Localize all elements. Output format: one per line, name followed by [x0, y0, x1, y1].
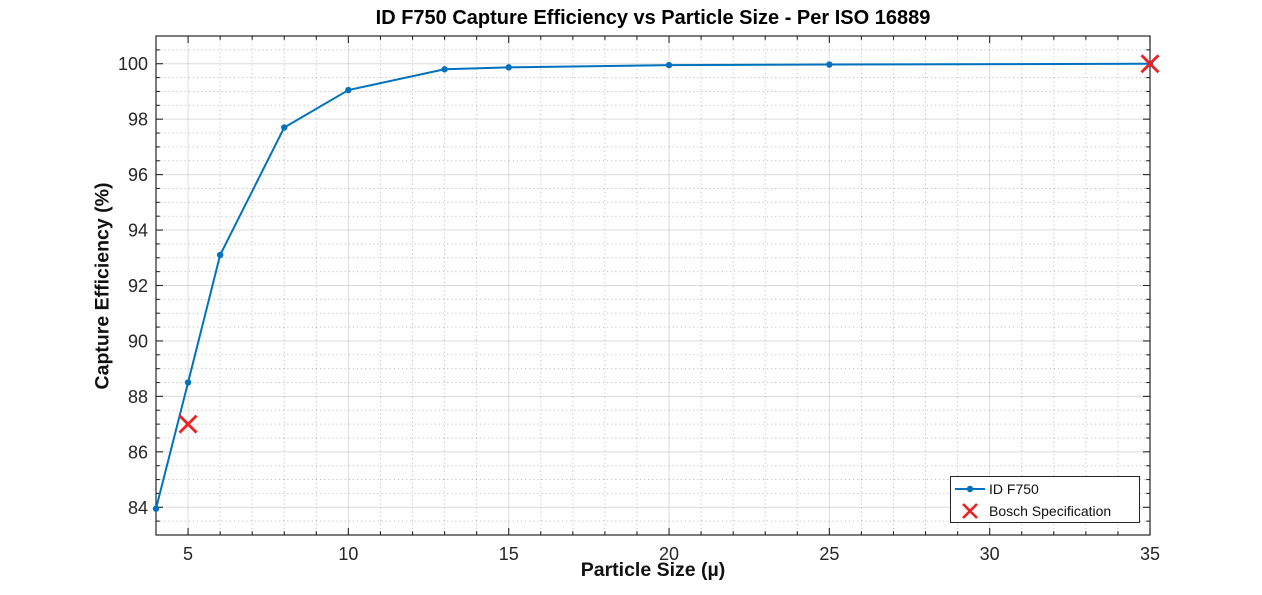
legend-item-id-f750: ID F750: [954, 478, 1139, 499]
x-tick-labels: 5 10 15 20 25 30 35: [183, 544, 1160, 564]
y-axis-label: Capture Efficiency (%): [91, 182, 114, 390]
svg-text:5: 5: [183, 544, 193, 564]
data-point-marker: [184, 379, 192, 386]
svg-text:92: 92: [128, 276, 148, 296]
axis-ticks: [156, 36, 1151, 535]
data-point-marker: [216, 251, 224, 259]
svg-text:96: 96: [128, 165, 148, 185]
svg-text:90: 90: [128, 331, 148, 351]
y-tick-labels: 84 86 88 90 92 94 96 98 100: [118, 54, 148, 518]
spec-x-marker: [178, 414, 198, 434]
svg-text:35: 35: [1140, 544, 1160, 564]
svg-text:25: 25: [819, 544, 839, 564]
svg-text:94: 94: [128, 221, 148, 241]
legend-x-marker-sample: [962, 502, 978, 519]
minor-gridlines: [156, 36, 1150, 535]
data-point-marker: [441, 66, 448, 73]
svg-text:30: 30: [980, 544, 1000, 564]
data-point-marker: [281, 124, 288, 131]
legend-line-marker-sample: [955, 485, 985, 492]
svg-text:20: 20: [659, 544, 679, 564]
data-point-marker: [152, 505, 160, 512]
data-point-marker: [505, 64, 512, 71]
legend-label-id-f750: ID F750: [989, 480, 1039, 497]
svg-text:98: 98: [128, 110, 148, 130]
series-id-f750: [152, 60, 1154, 512]
series-bosch-specification: [178, 54, 1160, 434]
svg-text:88: 88: [128, 387, 148, 407]
spec-x-marker: [1140, 54, 1160, 74]
svg-text:10: 10: [338, 544, 358, 564]
major-gridlines: [156, 36, 1151, 535]
data-point-marker: [826, 61, 833, 68]
x-axis-label: Particle Size (µ): [580, 559, 726, 581]
data-point-marker: [665, 61, 673, 69]
data-point-marker: [345, 86, 352, 94]
series-line-id-f750: [155, 62, 1151, 509]
legend-item-bosch-specification: Bosch Specification: [954, 500, 1139, 521]
svg-text:86: 86: [128, 442, 148, 462]
chart-title: ID F750 Capture Efficiency vs Particle S…: [375, 7, 931, 29]
svg-text:84: 84: [128, 498, 148, 518]
legend-label-bosch-specification: Bosch Specification: [989, 502, 1112, 519]
svg-text:100: 100: [118, 54, 148, 74]
legend: ID F750 Bosch Specification: [950, 476, 1140, 523]
svg-text:15: 15: [499, 544, 519, 564]
